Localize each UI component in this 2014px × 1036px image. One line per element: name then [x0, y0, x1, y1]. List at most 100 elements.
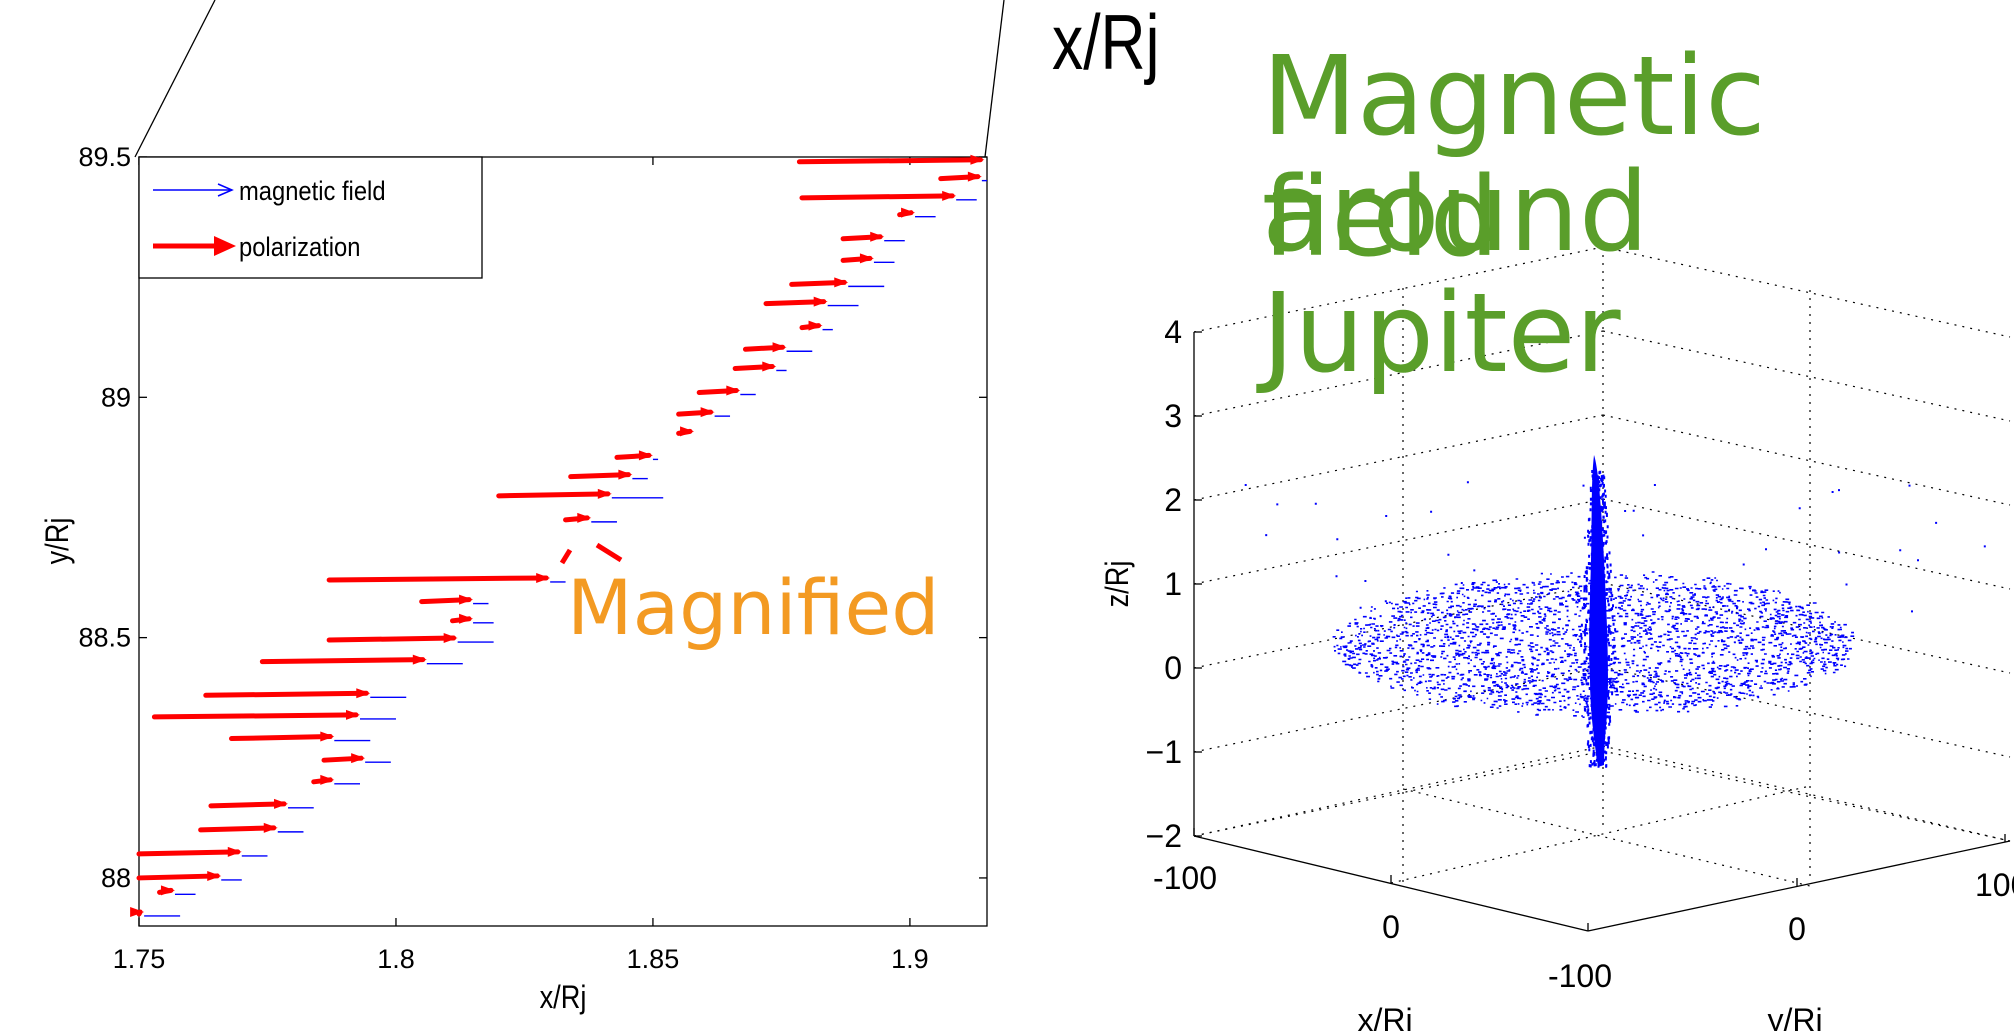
polarization-arrow — [938, 171, 982, 182]
grid-line — [1602, 246, 2011, 338]
polarization-arrow — [676, 407, 715, 418]
z-tick-label: −1 — [1146, 734, 1182, 770]
polarization-arrow — [568, 469, 633, 480]
quiver-x-tick-label: 1.8 — [377, 944, 415, 974]
grid-line — [1602, 414, 2011, 506]
magnified-label: Magnified — [567, 563, 940, 652]
quiver-x-tick-label: 1.9 — [891, 944, 929, 974]
polarization-arrow-tilted — [559, 548, 573, 565]
polarization-arrow — [676, 426, 695, 437]
z-tick-label: 4 — [1164, 314, 1182, 350]
top-axis-label: x/Rj — [1052, 0, 1160, 86]
z-tick-label: 3 — [1164, 398, 1182, 434]
scatter-outlier-points — [1244, 481, 1986, 622]
polarization-arrow — [326, 633, 458, 644]
zoom-guide-line-left — [134, 0, 216, 158]
quiver-y-tick-label: 89 — [101, 382, 131, 412]
polarization-arrow — [796, 154, 985, 165]
polarization-arrow — [799, 190, 957, 201]
x-tick-0: 0 — [1382, 909, 1400, 945]
figure-title-line1: Magnetic field — [1262, 32, 1766, 281]
polarization-arrow — [326, 572, 551, 583]
scatter3d-x-axis-label: x/Rj — [1357, 1002, 1412, 1031]
polarization-arrow — [229, 731, 335, 742]
y-tick-minus100: -100 — [1548, 958, 1612, 994]
grid-line — [1193, 666, 1604, 753]
x-tick-minus100: -100 — [1153, 860, 1217, 896]
scatter3d-z-axis-label: z/Rj — [1100, 561, 1136, 608]
quiver-arrows — [130, 154, 987, 917]
grid-line — [1602, 666, 2011, 758]
legend-polarization-label: polarization — [239, 233, 360, 263]
polarization-arrow-tilted — [595, 542, 623, 563]
scatter3d-y-axis-label: y/Rj — [1767, 1002, 1822, 1031]
polarization-arrow — [450, 613, 474, 624]
polarization-arrow — [203, 688, 371, 699]
grid-line — [1602, 745, 2011, 842]
quiver-y-axis-label: y/Rj — [40, 518, 76, 565]
grid-line — [1193, 246, 1604, 333]
grid-line — [1193, 582, 1604, 669]
polarization-arrow — [259, 654, 427, 665]
grid-line — [1602, 498, 2011, 590]
figure-title-line2: around Jupiter — [1262, 148, 1649, 397]
x-axis-line — [1193, 835, 1589, 932]
polarization-arrow — [897, 207, 916, 218]
polarization-arrow — [614, 450, 653, 461]
quiver-y-tick-label: 88.5 — [78, 623, 131, 653]
grid-line — [1193, 750, 1604, 837]
legend-box — [138, 156, 483, 279]
grid-line — [1602, 750, 2011, 842]
quiver-x-tick-label: 1.75 — [113, 944, 166, 974]
grid-line — [1390, 785, 1811, 884]
polarization-arrow — [157, 885, 175, 896]
polarization-arrow — [840, 231, 885, 242]
y-tick-0: 0 — [1788, 911, 1806, 947]
grid-line — [1193, 745, 1604, 837]
polarization-arrow — [311, 774, 335, 785]
z-tick-label: 1 — [1164, 566, 1182, 602]
legend-polarization-swatch — [153, 236, 236, 256]
quiver-y-tick-label: 88 — [101, 863, 131, 893]
scatter-spike-points — [1579, 470, 1617, 768]
grid-line — [1193, 330, 1604, 417]
z-tick-label: 2 — [1164, 482, 1182, 518]
quiver-y-ticks: 88 88.5 89 89.5 — [78, 142, 987, 893]
y-axis-line — [1587, 840, 2011, 932]
polarization-arrow — [696, 385, 741, 396]
polarization-arrow — [799, 320, 823, 331]
legend-magnetic-field-label: magnetic field — [239, 177, 386, 207]
grid-line — [1402, 788, 1811, 887]
polarization-arrow — [198, 822, 278, 833]
grid-line — [1193, 414, 1604, 501]
polarization-arrow — [742, 342, 787, 353]
z-tick-label: 0 — [1164, 650, 1182, 686]
zoom-guide-line-right — [984, 0, 1005, 158]
polarization-arrow — [208, 798, 289, 809]
polarization-arrow — [840, 253, 874, 264]
z-tick-label: −2 — [1146, 818, 1182, 854]
quiver-y-tick-label: 89.5 — [78, 142, 131, 172]
polarization-arrow — [789, 277, 849, 288]
y-tick-100: 100 — [1975, 867, 2014, 903]
scatter3d-chart: −2 −1 0 1 2 3 4 -100 0 -100 0 100 x/Rj y/Rj z/… — [1100, 246, 2014, 1036]
polarization-arrow — [732, 361, 777, 372]
polarization-arrow — [563, 512, 592, 523]
polarization-arrow — [130, 906, 145, 917]
quiver-x-axis-label: x/Rj — [540, 980, 587, 1016]
scatter3d-points — [1244, 481, 1986, 718]
polarization-arrow — [151, 709, 360, 720]
polarization-arrow — [763, 296, 828, 307]
legend-magnetic-field-swatch — [153, 183, 234, 197]
polarization-arrow — [321, 753, 366, 764]
grid-line — [1193, 498, 1604, 585]
polarization-arrow — [136, 870, 222, 881]
polarization-arrow — [136, 846, 242, 857]
polarization-arrow — [496, 488, 612, 499]
scatter3d-z-ticks: −2 −1 0 1 2 3 4 — [1146, 314, 1202, 854]
quiver-plot-frame — [138, 156, 988, 927]
grid-line — [1602, 330, 2011, 422]
quiver-chart: 1.75 1.8 1.85 1.9 88 88.5 89 89.5 x/Rj y/Rj ma… — [40, 142, 988, 1016]
